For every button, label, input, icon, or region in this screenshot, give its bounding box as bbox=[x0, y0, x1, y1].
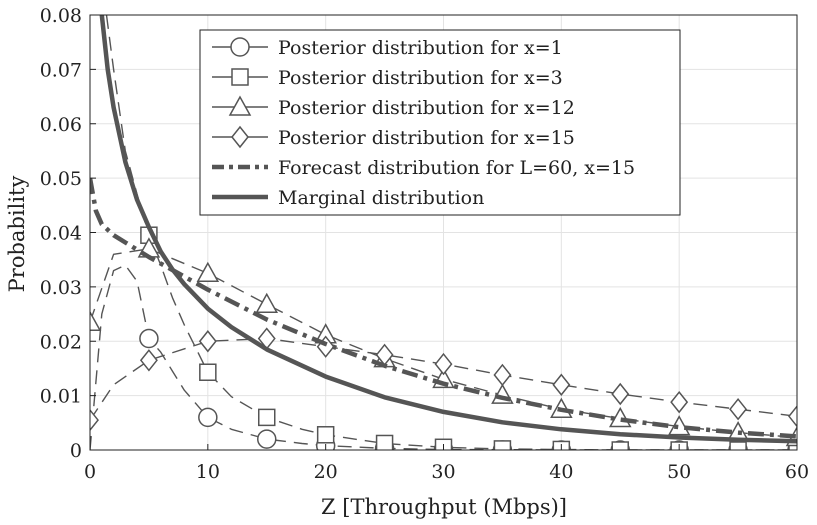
data-point-triangle bbox=[667, 415, 691, 436]
series-layer bbox=[90, 15, 797, 450]
series-5 bbox=[90, 177, 797, 439]
x-tick-label: 40 bbox=[549, 461, 573, 483]
legend-item: Posterior distribution for x=15 bbox=[212, 125, 575, 149]
legend-marker-diamond bbox=[231, 125, 249, 149]
x-tick-label: 20 bbox=[314, 461, 338, 483]
y-tick-label: 0.08 bbox=[40, 5, 82, 27]
y-tick-label: 0.03 bbox=[40, 277, 82, 299]
data-point-square bbox=[493, 440, 512, 450]
legend: Posterior distribution for x=1 Posterior … bbox=[199, 29, 681, 216]
legend-item: Posterior distribution for x=3 bbox=[212, 67, 563, 89]
legend-marker-square bbox=[231, 68, 249, 86]
axes: 0 10 20 30 40 50 60 0 0.01 0.02 0.03 0.04 0.05 0.06 0.… bbox=[40, 5, 809, 483]
y-tick-label: 0.02 bbox=[40, 331, 82, 353]
legend-label: Posterior distribution for x=15 bbox=[278, 127, 575, 149]
y-tick-label: 0.05 bbox=[40, 168, 82, 190]
data-point-diamond bbox=[729, 398, 748, 421]
series-line bbox=[90, 337, 797, 421]
legend-label: Posterior distribution for x=12 bbox=[278, 97, 575, 119]
data-point-diamond bbox=[611, 382, 630, 406]
y-tick-label: 0 bbox=[70, 440, 82, 462]
series-line bbox=[90, 264, 797, 450]
data-point-diamond bbox=[670, 390, 689, 414]
data-point-diamond bbox=[139, 349, 158, 372]
series-line bbox=[99, 15, 797, 444]
data-point-diamond bbox=[434, 352, 453, 376]
legend-marker-circle bbox=[230, 37, 250, 57]
legend-label: Marginal distribution bbox=[278, 187, 484, 209]
x-tick-label: 50 bbox=[667, 461, 691, 483]
x-tick-label: 60 bbox=[785, 461, 809, 483]
data-point-circle bbox=[139, 328, 159, 349]
x-tick-label: 0 bbox=[84, 461, 96, 483]
data-point-diamond bbox=[90, 408, 99, 432]
legend-item: Posterior distribution for x=1 bbox=[212, 37, 563, 59]
legend-item: Forecast distribution for L=60, x=15 bbox=[212, 157, 635, 179]
data-point-circle bbox=[257, 429, 277, 449]
y-tick-label: 0.06 bbox=[40, 114, 82, 136]
legend-item: Posterior distribution for x=12 bbox=[212, 95, 575, 119]
data-point-square bbox=[611, 441, 629, 450]
legend-item: Marginal distribution bbox=[212, 187, 484, 209]
data-point-square bbox=[258, 408, 276, 427]
x-axis-label: Z [Throughput (Mbps)] bbox=[321, 495, 567, 519]
data-point-square bbox=[199, 363, 217, 381]
data-point-diamond bbox=[552, 373, 571, 396]
legend-box bbox=[199, 29, 681, 216]
data-point-square bbox=[316, 426, 335, 444]
data-point-square bbox=[729, 441, 747, 450]
data-point-circle bbox=[198, 407, 218, 428]
data-point-diamond bbox=[788, 405, 797, 428]
y-tick-label: 0.01 bbox=[40, 386, 82, 408]
data-point-triangle bbox=[90, 310, 102, 331]
y-tick-label: 0.07 bbox=[40, 59, 82, 81]
legend-label: Posterior distribution for x=3 bbox=[278, 67, 563, 89]
data-point-diamond bbox=[198, 330, 217, 353]
series-line bbox=[90, 248, 797, 439]
series-line bbox=[90, 177, 797, 439]
data-point-diamond bbox=[493, 363, 512, 387]
y-tick-label: 0.04 bbox=[40, 223, 82, 245]
data-point-square bbox=[375, 434, 394, 450]
plot-frame bbox=[89, 14, 798, 451]
legend-marker-triangle bbox=[228, 95, 252, 116]
x-tick-label: 10 bbox=[196, 461, 220, 483]
data-point-triangle bbox=[196, 261, 220, 283]
legend-label: Forecast distribution for L=60, x=15 bbox=[278, 157, 635, 179]
series-6 bbox=[99, 15, 797, 444]
y-axis-label: Probability bbox=[5, 176, 29, 293]
legend-label: Posterior distribution for x=1 bbox=[278, 37, 563, 59]
x-tick-label: 30 bbox=[431, 461, 455, 483]
data-point-triangle bbox=[255, 292, 279, 314]
